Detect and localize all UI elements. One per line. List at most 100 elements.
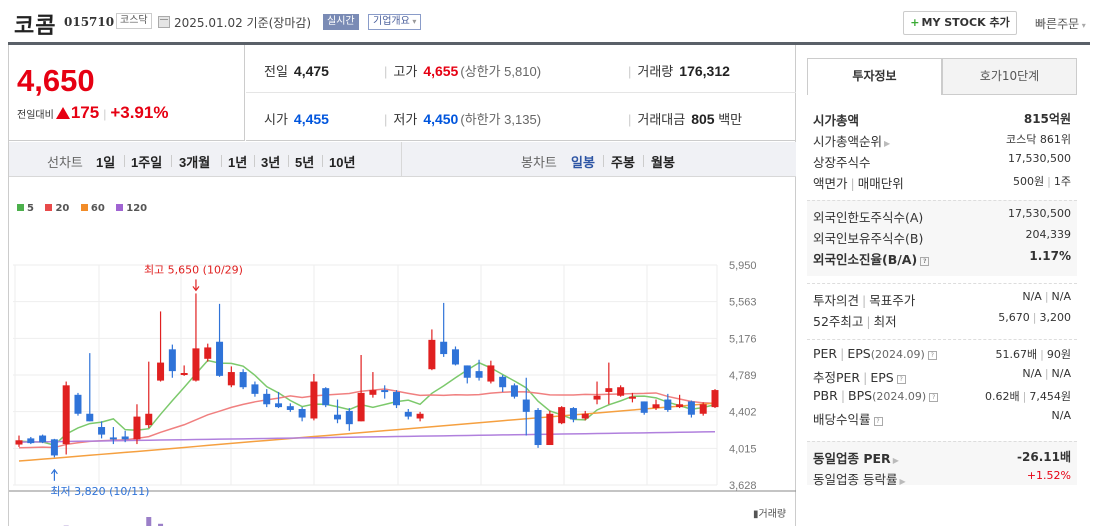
info-row: PER | EPS(2024.09)? 51.67배 | 90원	[807, 344, 1077, 365]
candle-chart-label: 봉차트	[521, 155, 557, 170]
calendar-icon	[158, 16, 170, 28]
candle-daily[interactable]: 일봉	[571, 155, 595, 170]
header-divider	[8, 42, 1090, 45]
info-value: 815억원	[1023, 112, 1071, 126]
arrow-right-icon: ▶	[884, 139, 891, 148]
low-label: 저가	[393, 112, 418, 127]
period-3y[interactable]: 3년	[261, 155, 281, 170]
info-row: 시가총액 815억원	[807, 108, 1077, 129]
help-icon[interactable]: ?	[927, 351, 937, 360]
help-icon[interactable]: ?	[873, 417, 883, 426]
change-percent: +3.91%	[110, 103, 169, 122]
divider: |	[103, 107, 107, 121]
low-value: 4,450	[423, 111, 459, 127]
legend-ma5: 5	[17, 203, 34, 214]
lower-limit: (하한가 3,135)	[460, 112, 542, 127]
trade-value: | 거래대금 805 백만	[628, 111, 743, 127]
plus-icon: +	[910, 16, 920, 29]
high-label: 고가	[393, 64, 418, 79]
add-my-stock-button[interactable]: + MY STOCK 추가	[903, 11, 1017, 35]
svg-text:4,015: 4,015	[729, 443, 757, 455]
info-value: 코스닥 861위	[1006, 133, 1071, 146]
realtime-button[interactable]: 실시간	[323, 14, 359, 30]
legend-ma20: 20	[45, 203, 69, 214]
svg-text:4,789: 4,789	[729, 370, 757, 382]
trade-value-label: 거래대금	[637, 112, 686, 127]
period-10y[interactable]: 10년	[329, 155, 356, 170]
info-row[interactable]: 동일업종 등락률 ▶ +1.52%	[807, 467, 1077, 488]
help-icon[interactable]: ?	[896, 375, 906, 384]
info-label: 액면가 | 매매단위	[813, 176, 904, 191]
info-value: 17,530,500	[1008, 207, 1071, 220]
info-label: 외국인한도주식수(A)	[813, 210, 924, 225]
help-icon[interactable]: ?	[929, 393, 939, 402]
info-label: 추정PER | EPS?	[813, 367, 906, 386]
info-row[interactable]: 동일업종 PER ▶ -26.11배	[807, 446, 1077, 467]
info-label: 52주최고 | 최저	[813, 314, 897, 329]
info-row: 투자의견 | 목표주가 N/A | N/A	[807, 288, 1077, 309]
date-suffix: 기준(장마감)	[246, 16, 312, 30]
info-value: +1.52%	[1026, 469, 1071, 482]
price-chart[interactable]: 5 20 60 120 5,950 5,563 5,176 4,789 4,402 4,0…	[9, 195, 796, 526]
info-row: 액면가 | 매매단위 500원 | 1주	[807, 171, 1077, 192]
info-value: N/A | N/A	[1022, 290, 1071, 303]
open-label: 시가	[264, 112, 288, 127]
info-row: 52주최고 | 최저 5,670 | 3,200	[807, 309, 1077, 330]
info-row[interactable]: 시가총액순위 ▶ 코스닥 861위	[807, 129, 1077, 150]
info-row: 외국인한도주식수(A) 17,530,500	[807, 205, 1077, 226]
svg-text:▮거래량: ▮거래량	[753, 508, 786, 520]
line-chart-label: 선차트	[47, 155, 83, 170]
info-value: 500원 | 1주	[1013, 175, 1071, 188]
svg-text:최저 3,820 (10/11): 최저 3,820 (10/11)	[50, 485, 149, 498]
info-label: 투자의견 | 목표주가	[813, 293, 916, 308]
period-1w[interactable]: 1주일	[131, 155, 163, 170]
quick-order-dropdown[interactable]: 빠른주문	[1035, 15, 1086, 32]
period-1y[interactable]: 1년	[228, 155, 248, 170]
period-5y[interactable]: 5년	[295, 155, 315, 170]
add-my-stock-label: MY STOCK 추가	[921, 16, 1010, 29]
price-box: 4,650 전일대비 175 | +3.91%	[9, 45, 245, 141]
svg-text:5,176: 5,176	[729, 333, 757, 345]
info-label: 상장주식수	[813, 155, 871, 170]
change-amount: 175	[70, 103, 100, 122]
info-value: 204,339	[1025, 228, 1072, 241]
price-change: 전일대비 175 | +3.91%	[17, 103, 168, 123]
company-overview-dropdown[interactable]: 기업개요	[368, 14, 422, 30]
svg-text:5,563: 5,563	[729, 297, 757, 309]
legend-ma60: 60	[80, 203, 105, 214]
info-value: N/A | N/A	[1022, 367, 1071, 380]
prev-close: 전일 4,475	[264, 61, 329, 80]
candle-monthly[interactable]: 월봉	[651, 155, 675, 170]
info-value: 1.17%	[1029, 249, 1071, 263]
info-row: 추정PER | EPS? N/A | N/A	[807, 365, 1077, 386]
info-label: 외국인보유주식수(B)	[813, 231, 924, 246]
stock-name: 코콤	[14, 13, 57, 39]
candlestick-svg: 5,950 5,563 5,176 4,789 4,402 4,015 3,628 최고 5,…	[9, 260, 796, 526]
info-value: 17,530,500	[1008, 152, 1071, 165]
tab-investment-info[interactable]: 투자정보	[807, 58, 942, 95]
up-triangle-icon	[55, 107, 70, 119]
change-label: 전일대비	[17, 110, 54, 121]
high-price: | 고가 4,655 (상한가 5,810)	[384, 63, 542, 79]
period-3m[interactable]: 3개월	[179, 155, 211, 170]
date-value: 2025.01.02	[174, 16, 243, 30]
help-icon[interactable]: ?	[920, 257, 930, 266]
info-row: PBR | BPS(2024.09)? 0.62배 | 7,454원	[807, 386, 1077, 407]
trade-value-amount: 805	[691, 111, 715, 127]
tab-order-book[interactable]: 호가10단계	[942, 58, 1077, 95]
info-section: 투자의견 | 목표주가 N/A | N/A 52주최고 | 최저 5,670 | 3,200	[807, 283, 1077, 335]
info-label: 시가총액순위 ▶	[813, 134, 891, 149]
arrow-right-icon: ▶	[892, 456, 899, 465]
line-chart-periods: 선차트 1일 1주일 3개월 1년 3년 5년 10년	[9, 142, 402, 177]
svg-text:4,402: 4,402	[729, 407, 757, 419]
candle-weekly[interactable]: 주봉	[611, 155, 635, 170]
period-1d[interactable]: 1일	[96, 155, 116, 170]
trade-value-unit: 백만	[718, 112, 743, 127]
svg-text:3,628: 3,628	[729, 480, 757, 492]
info-label: 동일업종 등락률 ▶	[813, 472, 906, 487]
chart-legend: 5 20 60 120	[17, 203, 155, 214]
stats-row-2: 시가 4,455 | 저가 4,450 (하한가 3,135) | 거래대금 805 백만	[246, 93, 796, 141]
